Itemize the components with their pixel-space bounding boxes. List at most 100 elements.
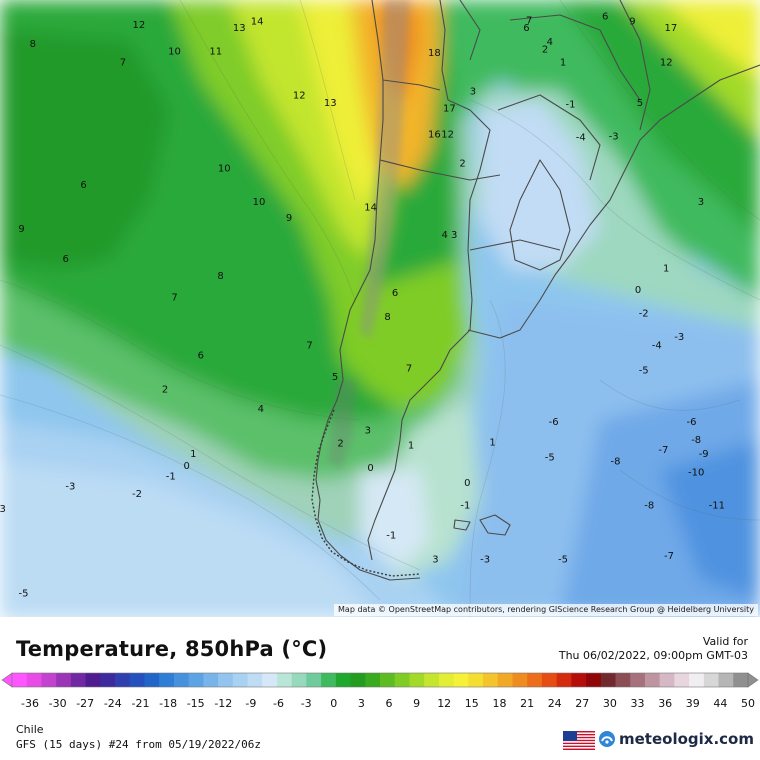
color-scale-cells xyxy=(1,672,759,688)
scale-tick-label: -9 xyxy=(245,697,256,710)
isotherm-label: -1 xyxy=(460,501,470,512)
isotherm-label: 3 xyxy=(470,86,476,97)
isotherm-label: -8 xyxy=(611,457,621,468)
isotherm-label: 11 xyxy=(209,47,222,58)
scale-tick-label: -21 xyxy=(132,697,150,710)
isotherm-label: 7 xyxy=(526,16,532,27)
scale-tick-label: 33 xyxy=(631,697,645,710)
scale-cell xyxy=(409,673,425,687)
isotherm-label: -8 xyxy=(691,435,701,446)
isotherm-label: -5 xyxy=(545,452,555,463)
isotherm-label: 14 xyxy=(364,202,377,213)
scale-tick-label: -24 xyxy=(104,697,122,710)
scale-cell xyxy=(394,673,410,687)
scale-tick-label: 39 xyxy=(686,697,700,710)
scale-cell xyxy=(468,673,484,687)
isotherm-label: 4 xyxy=(258,404,264,415)
isotherm-label: 17 xyxy=(665,23,678,34)
isotherm-label: -6 xyxy=(687,417,697,428)
scale-cell xyxy=(100,673,116,687)
scale-cell xyxy=(718,673,734,687)
scale-tick-label: 3 xyxy=(358,697,365,710)
scale-cell xyxy=(144,673,160,687)
isotherm-label: 16 xyxy=(428,129,441,140)
isotherm-label: 2 xyxy=(542,45,548,56)
isotherm-label: 8 xyxy=(217,271,223,282)
scale-cell xyxy=(291,673,307,687)
isotherm-label: -7 xyxy=(664,551,674,562)
isotherm-label: 0 xyxy=(635,285,641,296)
isotherm-label: -2 xyxy=(132,489,142,500)
scale-cell xyxy=(541,673,558,687)
isotherm-label: 3 xyxy=(698,197,704,208)
isotherm-label: 12 xyxy=(441,129,454,140)
scale-tick-label: 0 xyxy=(330,697,337,710)
isotherm-label: 7 xyxy=(306,341,312,352)
isotherm-label: 1 xyxy=(408,441,414,452)
scale-cell xyxy=(365,673,381,687)
isotherm-label: 12 xyxy=(293,91,306,102)
patagonia-fjords xyxy=(311,409,421,577)
coastlines xyxy=(315,0,760,581)
isotherm-label: 7 xyxy=(171,293,177,304)
scale-cell xyxy=(41,673,57,687)
us-flag-icon[interactable] xyxy=(563,731,595,750)
scale-cell xyxy=(438,673,454,687)
isotherm-label: -1 xyxy=(386,531,396,542)
isotherm-label: 4 xyxy=(547,37,553,48)
scale-cell xyxy=(527,673,543,687)
scale-tick-label: -27 xyxy=(76,697,94,710)
isotherm-label: 9 xyxy=(18,224,24,235)
scale-cell xyxy=(674,673,690,687)
isotherm-label: 6 xyxy=(523,23,529,34)
isotherm-label: -3 xyxy=(65,481,75,492)
isotherm-lines xyxy=(0,0,760,617)
isotherm-label: -10 xyxy=(688,467,704,478)
isotherm-label: -3 xyxy=(480,554,490,565)
isotherm-label: 6 xyxy=(63,254,69,265)
scale-tick-label: -6 xyxy=(273,697,284,710)
scale-tick-label: -18 xyxy=(159,697,177,710)
scale-cell xyxy=(512,673,528,687)
scale-tick-label: 18 xyxy=(493,697,507,710)
isotherm-label: 12 xyxy=(660,58,673,69)
map-title: Temperature, 850hPa (°C) xyxy=(16,637,328,661)
scale-cell xyxy=(12,673,28,687)
scale-tick-label: -36 xyxy=(21,697,39,710)
isotherm-label: 6 xyxy=(80,180,86,191)
scale-cell xyxy=(115,673,131,687)
scale-tick-label: 9 xyxy=(413,697,420,710)
isotherm-label: 2 xyxy=(337,438,343,449)
model-run-label: GFS (15 days) #24 from 05/19/2022/06z xyxy=(16,738,262,751)
isotherm-label: -6 xyxy=(549,417,559,428)
isotherm-label: 7 xyxy=(406,363,412,374)
scale-tick-label: -15 xyxy=(187,697,205,710)
scale-cell xyxy=(615,673,631,687)
scale-cell xyxy=(56,673,72,687)
isotherm-label: 12 xyxy=(133,20,146,31)
isotherm-label: 1 xyxy=(663,264,669,275)
meteologix-logo[interactable]: meteologix.com xyxy=(598,730,754,748)
scale-cell xyxy=(159,673,175,687)
isotherm-label: 7 xyxy=(120,58,126,69)
isotherm-label: -5 xyxy=(639,365,649,376)
scale-cell xyxy=(26,673,42,687)
isotherm-label: 3 xyxy=(432,554,438,565)
scale-tick-label: -30 xyxy=(49,697,67,710)
scale-cell xyxy=(497,673,513,687)
isotherm-label: -3 xyxy=(0,504,6,515)
isotherm-label: 9 xyxy=(286,213,292,224)
scale-cell xyxy=(276,673,293,687)
scale-tick-label: 36 xyxy=(658,697,672,710)
isotherm-label: 3 xyxy=(365,426,371,437)
valid-date: Thu 06/02/2022, 09:00pm GMT-03 xyxy=(558,649,748,662)
scale-cell xyxy=(306,673,322,687)
isotherm-label: 1 xyxy=(190,449,196,460)
isotherm-label: -3 xyxy=(609,132,619,143)
scale-cell xyxy=(203,673,219,687)
scale-arrow-right xyxy=(747,672,759,688)
scale-tick-label: -3 xyxy=(301,697,312,710)
